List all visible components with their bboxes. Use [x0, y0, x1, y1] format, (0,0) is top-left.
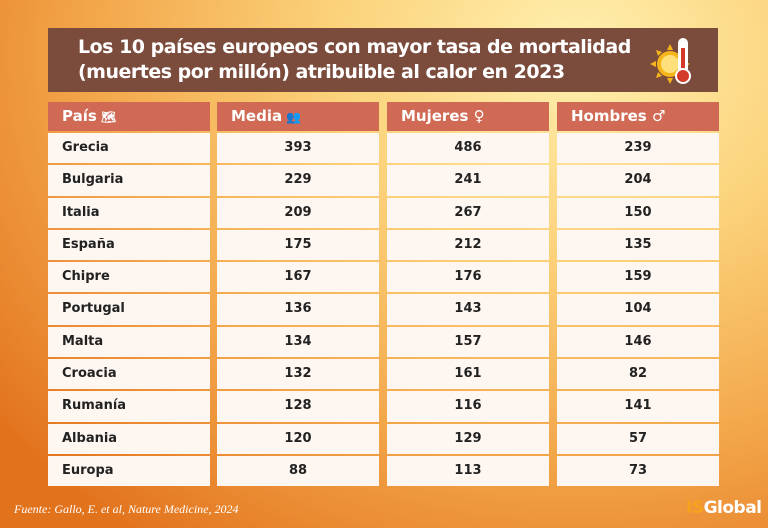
- sun-thermometer-icon: [650, 38, 691, 84]
- table-cell-value: 134: [217, 326, 379, 358]
- table-cell-value: 161: [387, 359, 549, 390]
- table-cell-value: 150: [557, 197, 719, 228]
- table-cell-value: 241: [387, 165, 549, 196]
- table-cell-value: 128: [217, 391, 379, 422]
- column-header: País 🗺: [48, 102, 210, 131]
- table-cell-value: 88: [217, 455, 379, 487]
- table-cell-value: 175: [217, 229, 379, 261]
- table-cell-country: Albania: [48, 423, 210, 454]
- isglobal-logo: ISGlobal: [686, 498, 762, 518]
- column-header-label: Media: [231, 107, 283, 125]
- table-cell-country: Europa: [48, 455, 210, 487]
- table-cell-value: 486: [387, 133, 549, 164]
- table-cell-value: 136: [217, 294, 379, 325]
- table-cell-value: 146: [557, 326, 719, 358]
- table-cell-value: 143: [387, 294, 549, 325]
- table-cell-country: Croacia: [48, 359, 210, 390]
- table-cell-value: 113: [387, 455, 549, 487]
- table-cell-country: Rumanía: [48, 391, 210, 422]
- table-cell-value: 141: [557, 391, 719, 422]
- column-0: País 🗺 Grecia Bulgaria Italia España Chipre Po…: [48, 102, 210, 488]
- column-3: Hombres ♂ 239 204 150 135 159 104 146 82 141 57 73: [557, 102, 719, 488]
- table-cell-value: 159: [557, 262, 719, 293]
- table-cell-value: 212: [387, 229, 549, 261]
- table-cell-country: Portugal: [48, 294, 210, 325]
- table-cell-value: 157: [387, 326, 549, 358]
- source-note: Fuente: Gallo, E. et al, Nature Medicine…: [14, 502, 239, 516]
- column-1: Media 👥 393 229 209 175 167 136 134 132 128 120 88: [217, 102, 379, 488]
- table-cell-country: Bulgaria: [48, 165, 210, 196]
- table-cell-value: 120: [217, 423, 379, 454]
- column-header: Media 👥: [217, 102, 379, 131]
- table-cell-value: 104: [557, 294, 719, 325]
- table-cell-value: 393: [217, 133, 379, 164]
- table-cell-country: Malta: [48, 326, 210, 358]
- table-cell-country: España: [48, 229, 210, 261]
- title-line-2: (muertes por millón) atribuible al calor…: [78, 61, 565, 83]
- table-cell-value: 239: [557, 133, 719, 164]
- table-cell-value: 267: [387, 197, 549, 228]
- title-line-1: Los 10 países europeos con mayor tasa de…: [78, 36, 631, 58]
- table-cell-country: Grecia: [48, 133, 210, 164]
- table-cell-value: 73: [557, 455, 719, 487]
- table-cell-value: 132: [217, 359, 379, 390]
- table-cell-value: 82: [557, 359, 719, 390]
- column-header-label: Hombres ♂: [571, 107, 666, 125]
- column-header: Hombres ♂: [557, 102, 719, 131]
- table-cell-value: 135: [557, 229, 719, 261]
- title-banner: Los 10 países europeos con mayor tasa de…: [48, 28, 718, 92]
- table-cell-value: 229: [217, 165, 379, 196]
- europe-map-icon: 🗺: [96, 110, 117, 124]
- table-cell-value: 57: [557, 423, 719, 454]
- table-cell-value: 204: [557, 165, 719, 196]
- table-cell-value: 167: [217, 262, 379, 293]
- table-cell-country: Italia: [48, 197, 210, 228]
- column-header: Mujeres ♀: [387, 102, 549, 131]
- table-cell-value: 129: [387, 423, 549, 454]
- table-cell-value: 209: [217, 197, 379, 228]
- table-cell-value: 176: [387, 262, 549, 293]
- column-2: Mujeres ♀ 486 241 267 212 176 143 157 161 116 129 1…: [387, 102, 549, 488]
- table-cell-value: 116: [387, 391, 549, 422]
- people-icon: 👥: [282, 110, 302, 124]
- table-cell-country: Chipre: [48, 262, 210, 293]
- column-header-label: País: [62, 107, 97, 125]
- column-header-label: Mujeres ♀: [401, 107, 485, 125]
